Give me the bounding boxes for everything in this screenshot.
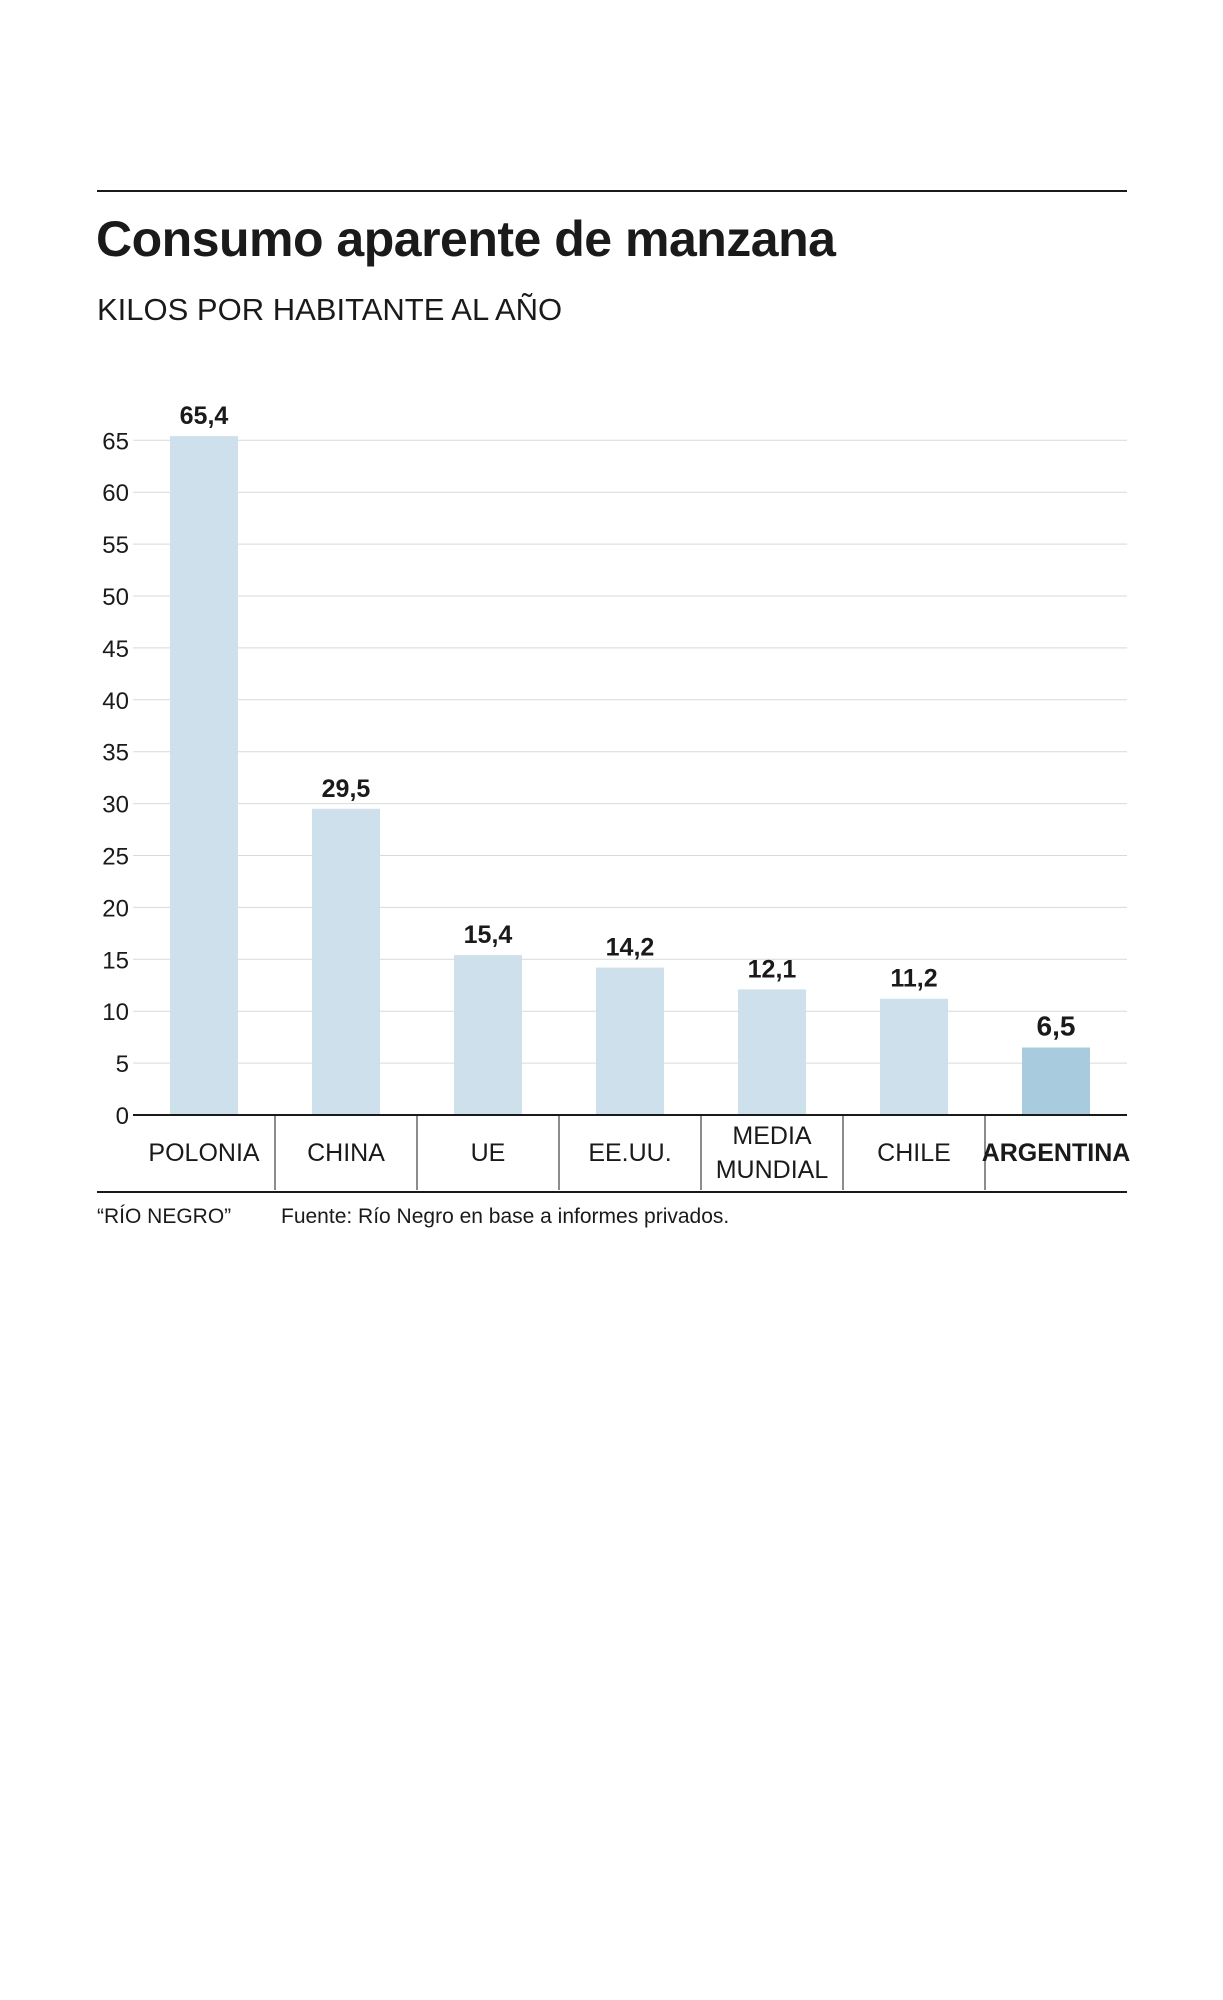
bar (312, 808, 380, 1115)
y-tick-label: 60 (102, 480, 129, 507)
x-tick-label: CHILE (877, 1139, 951, 1167)
x-tick-label: MEDIA MUNDIAL (716, 1122, 829, 1184)
bar (454, 955, 522, 1115)
bar (596, 967, 664, 1115)
y-tick-label: 50 (102, 584, 129, 611)
y-tick-label: 15 (102, 947, 129, 974)
bar (880, 998, 948, 1115)
top-rule (97, 190, 1127, 192)
y-tick-label: 0 (116, 1103, 129, 1130)
y-tick-label: 25 (102, 844, 129, 871)
y-tick-label: 40 (102, 688, 129, 715)
x-tick-label: POLONIA (148, 1139, 259, 1167)
y-tick-label: 55 (102, 532, 129, 559)
y-tick-label: 45 (102, 636, 129, 663)
y-tick-label: 10 (102, 999, 129, 1026)
value-label: 65,4 (180, 402, 229, 430)
value-label: 29,5 (322, 775, 371, 803)
y-tick-label: 20 (102, 895, 129, 922)
bar (1022, 1047, 1090, 1115)
chart-subtitle: KILOS POR HABITANTE AL AÑO (97, 292, 563, 327)
x-tick-label: CHINA (307, 1139, 385, 1167)
y-tick-label: 30 (102, 792, 129, 819)
value-label: 6,5 (1037, 1011, 1076, 1042)
footer-credit: “RÍO NEGRO” (97, 1205, 232, 1228)
chart-title: Consumo aparente de manzana (96, 211, 836, 267)
bar (170, 436, 238, 1115)
footer-source: Fuente: Río Negro en base a informes pri… (281, 1205, 730, 1228)
value-label: 12,1 (748, 955, 797, 983)
value-label: 11,2 (890, 965, 937, 993)
x-tick-label: EE.UU. (588, 1139, 671, 1167)
y-tick-label: 35 (102, 740, 129, 767)
bar-chart: 0 5 10 15 20 25 30 35 40 45 50 55 60 65 65,4 POLONIA 29,… (97, 402, 1131, 1193)
y-tick-label: 5 (116, 1051, 129, 1078)
value-label: 15,4 (464, 921, 513, 949)
bar (738, 989, 806, 1115)
x-tick-label: UE (471, 1139, 506, 1167)
value-label: 14,2 (606, 934, 655, 962)
x-tick-label: ARGENTINA (982, 1139, 1131, 1167)
y-tick-label: 65 (102, 428, 129, 455)
